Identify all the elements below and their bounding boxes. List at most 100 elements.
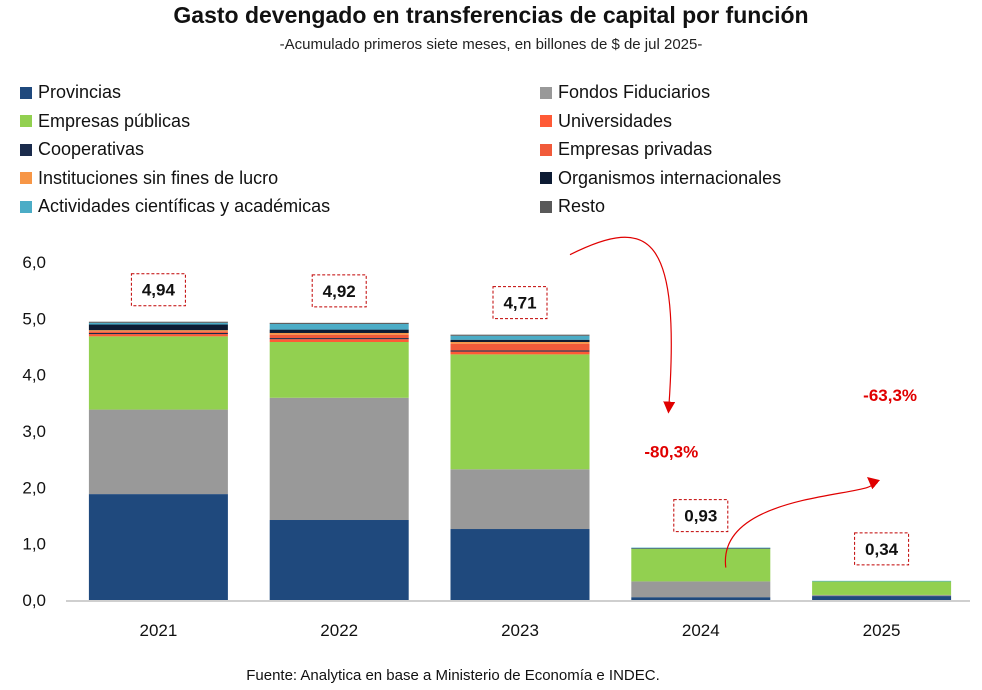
stacked-bar-chart: 0,0 1,0 2,0 3,0 4,0 5,0 6,0 4,94 4,92 4,71 0,93 0,… (22, 236, 970, 640)
legend-label: Instituciones sin fines de lucro (38, 167, 279, 188)
bar-segment (88, 334, 228, 337)
legend-item: Provincias (20, 82, 121, 103)
legend-item: Instituciones sin fines de lucro (20, 168, 278, 189)
legend-item: Organismos internacionales (540, 168, 781, 189)
x-tick-label: 2025 (863, 621, 901, 640)
total-labels: 4,94 4,92 4,71 0,93 0,34 (130, 273, 910, 566)
change-annotations: -80,3% -63,3% (569, 236, 917, 568)
y-tick-label: 3,0 (22, 422, 46, 441)
x-axis: 2021 2022 2023 2024 2025 (66, 600, 970, 640)
legend-swatch (20, 143, 32, 156)
legend-label: Cooperativas (38, 139, 145, 159)
bar-segment (450, 343, 590, 351)
bar-segment (269, 341, 409, 398)
y-tick-label: 2,0 (22, 478, 46, 497)
bar-segment (269, 332, 409, 335)
legend-swatch (20, 86, 32, 99)
change-arrow (725, 476, 881, 568)
legend-label: Resto (558, 196, 606, 216)
legend-label: Empresas privadas (558, 139, 713, 159)
total-label-box (854, 532, 910, 566)
bar-segment (88, 336, 228, 410)
bar-segment (450, 354, 590, 470)
change-label: -80,3% (644, 443, 698, 462)
legend-swatch (20, 200, 32, 213)
total-label-box (673, 499, 729, 533)
change-label: -63,3% (863, 386, 917, 405)
legend-swatch (540, 115, 552, 127)
bar-segment (450, 339, 590, 342)
x-tick-label: 2022 (320, 621, 358, 640)
bars (88, 321, 952, 600)
bar-segment (812, 581, 952, 595)
legend-swatch (20, 115, 32, 127)
total-label: 0,34 (865, 540, 899, 559)
bar-segment (812, 594, 952, 597)
bar-segment (450, 529, 590, 600)
bar-segment (88, 330, 228, 332)
bar-segment (631, 548, 771, 582)
bar-segment (269, 329, 409, 333)
bar-segment (269, 397, 409, 521)
legend-label: Fondos Fiduciarios (558, 82, 711, 102)
y-tick-label: 6,0 (22, 253, 46, 272)
total-label: 0,93 (684, 507, 717, 526)
y-tick-label: 4,0 (22, 366, 46, 385)
bar-segment (450, 334, 590, 336)
legend-label: Actividades científicas y académicas (38, 196, 331, 216)
legend-label: Universidades (558, 110, 673, 131)
bar-segment (631, 547, 771, 549)
legend-swatch (20, 172, 32, 184)
bar-segment (812, 580, 952, 582)
bar-segment (269, 338, 409, 340)
total-label: 4,94 (142, 281, 176, 300)
bar-segment (88, 331, 228, 333)
change-arrow (569, 236, 676, 414)
bar-segment (269, 322, 409, 324)
bar-segment (450, 469, 590, 530)
y-tick-label: 0,0 (22, 591, 46, 610)
chart-title: Gasto devengado en transferencias de cap… (173, 2, 809, 28)
bar-segment (88, 494, 228, 600)
bar-segment (450, 351, 590, 355)
total-label-box (492, 286, 548, 320)
legend-item: Actividades científicas y académicas (20, 196, 330, 217)
y-tick-label: 1,0 (22, 535, 46, 554)
total-label-box (311, 274, 367, 308)
legend-item: Fondos Fiduciarios (540, 82, 710, 103)
legend-label: Empresas públicas (38, 110, 191, 131)
bar-segment (269, 520, 409, 600)
bar-segment (631, 581, 771, 598)
legend-swatch (540, 143, 552, 156)
legend-label: Organismos internacionales (558, 167, 782, 188)
bar-segment (88, 322, 228, 325)
bar-segment (812, 596, 952, 600)
chart-subtitle: -Acumulado primeros siete meses, en bill… (279, 36, 703, 53)
bar-segment (88, 321, 228, 323)
legend-swatch (540, 200, 552, 213)
bar-segment (450, 341, 590, 344)
bar-segment (450, 350, 590, 352)
bar-segment (450, 335, 590, 340)
bar-segment (269, 339, 409, 342)
total-label: 4,92 (323, 282, 356, 301)
x-tick-label: 2024 (682, 621, 720, 640)
x-tick-label: 2021 (139, 621, 177, 640)
legend-item: Empresas privadas (540, 139, 712, 160)
bar-segment (269, 323, 409, 330)
bar-segment (88, 332, 228, 335)
bar-segment (631, 548, 771, 549)
y-tick-label: 5,0 (22, 309, 46, 328)
x-tick-label: 2023 (501, 621, 539, 640)
legend-item: Cooperativas (20, 139, 144, 160)
bar-segment (88, 324, 228, 331)
total-label-box (130, 273, 186, 307)
total-label: 4,71 (503, 294, 536, 313)
legend-item: Universidades (540, 111, 672, 132)
legend-item: Resto (540, 196, 605, 217)
legend-label: Provincias (38, 82, 122, 102)
legend-swatch (540, 86, 552, 99)
y-axis: 0,0 1,0 2,0 3,0 4,0 5,0 6,0 (22, 253, 46, 610)
legend-swatch (540, 172, 552, 184)
source-note: Fuente: Analytica en base a Ministerio d… (246, 667, 660, 684)
